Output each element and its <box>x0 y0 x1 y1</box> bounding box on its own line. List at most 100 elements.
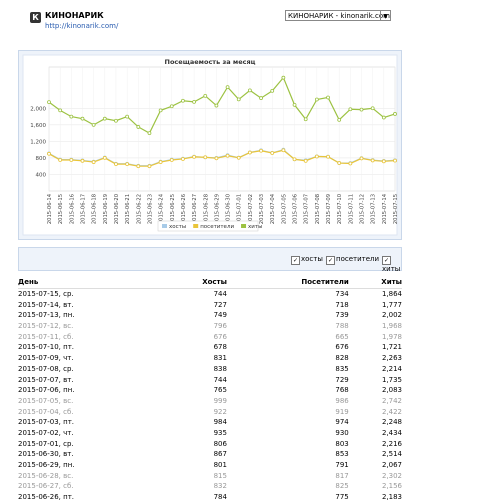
filter-checkbox[interactable]: ✓ хосты <box>291 255 323 265</box>
point <box>58 158 63 162</box>
checkbox[interactable]: ✓ <box>326 256 335 265</box>
table-cell: 2015-07-04, сб. <box>18 407 74 416</box>
table-cell: 831 <box>213 354 227 363</box>
point <box>303 158 308 163</box>
table-cell: 791 <box>335 461 349 470</box>
table-row: 2015-06-29, пн. 801 791 2,067 <box>18 460 402 471</box>
chart: Посещаемость за месяц 400 800 1,200 1,600 2,… <box>22 54 399 236</box>
logo: К <box>30 12 41 23</box>
point <box>359 107 364 112</box>
point <box>181 157 185 161</box>
table-cell: 853 <box>335 450 349 459</box>
point <box>91 160 96 164</box>
table-cell: 2,067 <box>381 461 402 470</box>
point <box>158 108 163 113</box>
table-cell: 796 <box>213 322 227 331</box>
x-tick-label: 2015-06-26 <box>181 194 187 224</box>
table-cell: 801 <box>213 461 227 470</box>
select-text: КИНОНАРИК - kinonarik.com <box>288 12 390 20</box>
point <box>80 158 85 163</box>
point <box>326 154 330 159</box>
table-cell: 838 <box>213 364 227 373</box>
y-tick-label: 2,000 <box>30 106 46 112</box>
table-cell: 815 <box>213 471 227 480</box>
table-cell: 2015-06-26, пт. <box>18 493 75 502</box>
point <box>214 156 219 161</box>
table-cell: 806 <box>213 439 227 448</box>
point <box>169 158 174 162</box>
table-cell: 1,978 <box>381 332 402 341</box>
table-cell: 2,002 <box>381 311 402 320</box>
table-cell: 1,864 <box>381 290 402 299</box>
table-cell: 2,214 <box>381 364 402 373</box>
table-cell: 828 <box>335 354 349 363</box>
site-select[interactable]: КИНОНАРИК - kinonarik.com ▼ <box>285 10 391 21</box>
table-cell: 986 <box>335 396 349 405</box>
x-tick-label: 2015-06-17 <box>80 194 86 224</box>
point <box>236 97 241 102</box>
table-cell: 930 <box>335 428 349 437</box>
point <box>158 160 163 164</box>
point <box>169 104 174 109</box>
x-tick-label: 2015-07-08 <box>315 194 321 224</box>
point <box>102 156 107 160</box>
table-cell: 2,742 <box>381 396 402 405</box>
table-row: 2015-06-27, сб. 832 825 2,156 <box>18 481 402 492</box>
point <box>281 148 286 153</box>
table-row: 2015-07-13, пн. 749 739 2,002 <box>18 310 402 321</box>
table-cell: 2015-07-03, пт. <box>18 418 75 427</box>
filter-checkbox[interactable]: ✓хиты <box>382 255 401 273</box>
site-url[interactable]: http://kinonarik.com/ <box>45 22 119 30</box>
table-cell: 749 <box>213 311 227 320</box>
table-cell: 835 <box>335 364 349 373</box>
table-cell: 919 <box>335 407 349 416</box>
table-cell: 2015-07-02, чт. <box>18 428 74 437</box>
table-cell: 832 <box>213 482 227 491</box>
point <box>270 151 275 155</box>
table-cell: 867 <box>213 450 227 459</box>
point <box>259 148 263 153</box>
table-cell: 2,434 <box>381 428 402 437</box>
table-cell: 788 <box>335 322 349 331</box>
table-row: 2015-07-15, ср. 744 734 1,864 <box>18 288 402 299</box>
table-row: 2015-06-30, вт. 867 853 2,514 <box>18 449 402 460</box>
point <box>69 114 74 119</box>
table-cell: 2015-07-05, вс. <box>18 396 74 405</box>
x-tick-label: 2015-07-04 <box>270 193 276 224</box>
checkbox[interactable]: ✓ <box>291 256 300 265</box>
point <box>181 98 185 103</box>
table-row: 2015-06-28, вс. 815 817 2,302 <box>18 470 402 481</box>
x-tick-label: 2015-07-10 <box>337 194 343 224</box>
point <box>348 107 353 112</box>
point <box>292 103 297 107</box>
series-line <box>48 149 396 167</box>
table-cell: 817 <box>335 471 349 480</box>
point <box>136 125 141 129</box>
table-cell: 2,263 <box>381 354 402 363</box>
x-tick-label: 2015-06-27 <box>192 194 198 224</box>
filter-checkbox[interactable]: ✓ посетители <box>326 255 379 265</box>
table-row: 2015-07-02, чт. 935 930 2,434 <box>18 428 402 439</box>
y-tick-label: 1,200 <box>30 139 46 145</box>
table-cell: 734 <box>335 290 349 299</box>
column-header: День <box>18 277 164 289</box>
table-cell: 2,156 <box>381 482 402 491</box>
point <box>147 131 152 136</box>
table-cell: 768 <box>335 386 349 395</box>
x-tick-label: 2015-07-05 <box>281 194 287 224</box>
x-tick-label: 2015-06-30 <box>226 194 232 224</box>
x-tick-label: 2015-07-01 <box>237 194 243 224</box>
point <box>136 164 141 169</box>
x-tick-label: 2015-07-12 <box>360 194 366 224</box>
checkbox[interactable]: ✓ <box>382 256 391 265</box>
table-row: 2015-07-04, сб. 922 919 2,422 <box>18 406 402 417</box>
point <box>359 156 364 161</box>
table-cell: 2,183 <box>381 493 402 502</box>
legend-box <box>157 220 259 232</box>
table-cell: 825 <box>335 482 349 491</box>
table-cell: 727 <box>213 300 227 309</box>
x-tick-label: 2015-06-28 <box>203 194 209 224</box>
y-tick-label: 400 <box>36 172 47 178</box>
x-tick-label: 2015-06-25 <box>170 194 176 224</box>
